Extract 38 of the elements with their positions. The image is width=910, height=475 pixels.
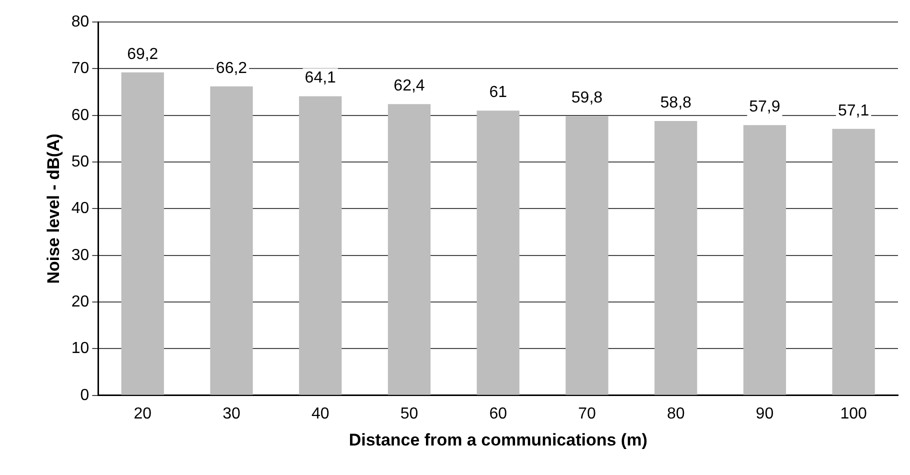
bar (388, 104, 431, 395)
data-label: 66,2 (216, 60, 248, 77)
data-label: 59,8 (571, 90, 603, 107)
x-tick-label: 80 (666, 405, 685, 422)
data-label: 69,2 (127, 46, 158, 63)
y-tick-label: 70 (71, 60, 90, 78)
y-tick-label: 10 (71, 340, 90, 358)
y-axis-title: Noise level - dB(A) (44, 134, 63, 284)
data-label: 57,1 (838, 102, 870, 120)
x-tick-label: 100 (840, 405, 868, 422)
y-tick-label: 20 (71, 293, 90, 310)
data-label: 64,1 (304, 70, 336, 87)
y-tick-label: 30 (71, 246, 90, 264)
x-tick-label: 20 (134, 405, 152, 422)
bar (566, 116, 608, 395)
bar (654, 120, 698, 395)
y-tick-label: 0 (80, 386, 90, 404)
x-tick-label: 50 (400, 405, 418, 422)
bar (743, 125, 786, 395)
bar (832, 128, 875, 395)
data-label: 58,8 (660, 94, 692, 112)
y-tick-label: 40 (71, 200, 90, 218)
x-tick-label: 30 (222, 405, 240, 422)
x-tick-label: 90 (756, 405, 774, 422)
bar (299, 96, 342, 395)
data-label: 62,4 (394, 78, 425, 95)
y-tick-label: 50 (71, 153, 90, 170)
bar (121, 72, 164, 395)
x-tick-label: 70 (578, 405, 596, 422)
y-tick-label: 60 (71, 106, 90, 124)
y-tick-label: 80 (71, 13, 90, 30)
x-axis-title: Distance from a communications (m) (348, 430, 648, 450)
bar (210, 86, 253, 395)
x-tick-label: 40 (311, 405, 330, 422)
x-tick-label: 60 (489, 405, 508, 422)
bar (476, 110, 520, 395)
data-label: 61 (489, 84, 508, 102)
data-label: 57,9 (749, 98, 780, 116)
